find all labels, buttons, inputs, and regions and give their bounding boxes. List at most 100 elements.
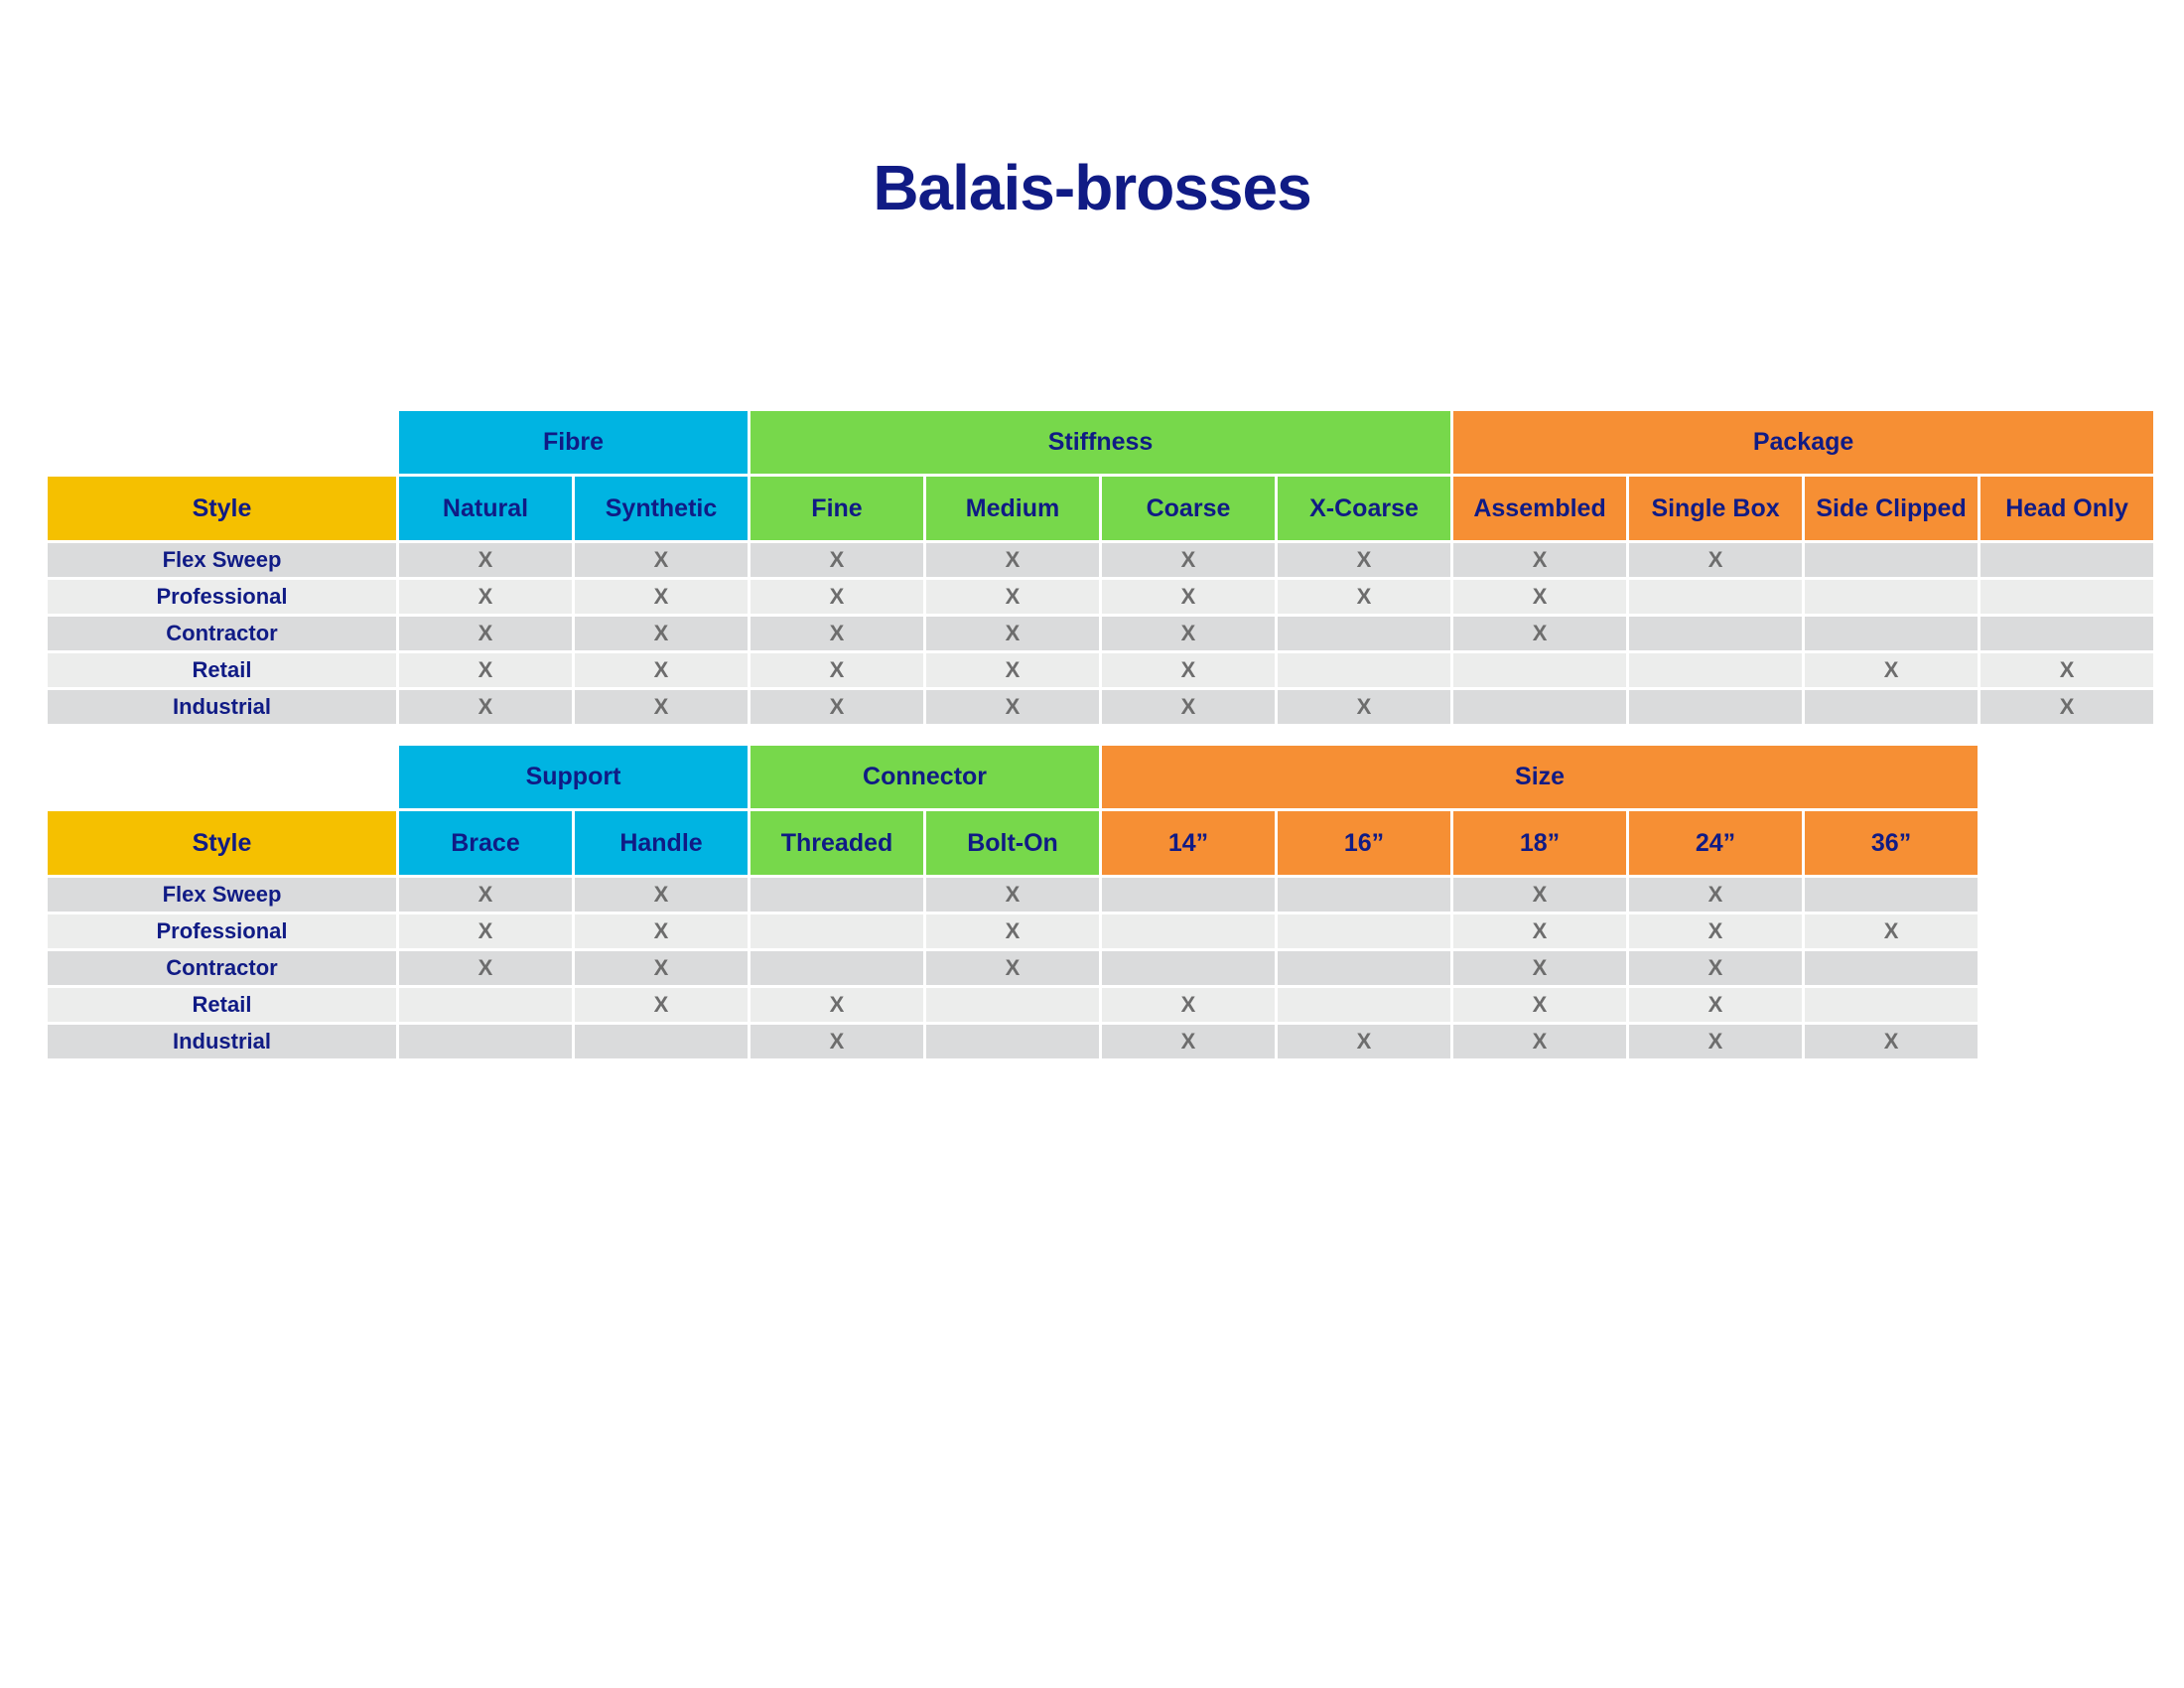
row-style-label: Flex Sweep <box>45 540 399 580</box>
empty-cell <box>1626 650 1806 690</box>
check-mark-cell: X <box>1626 948 1806 988</box>
check-mark-cell: X <box>1274 577 1454 617</box>
group-header-spacer <box>45 743 399 811</box>
check-mark-cell: X <box>1274 687 1454 727</box>
check-mark-cell: X <box>1626 540 1806 580</box>
check-mark-cell: X <box>923 614 1102 653</box>
table-row: Contractor X X X X X <box>45 948 1981 988</box>
table-row: Industrial X X X X X X <box>45 1022 1981 1061</box>
check-mark-cell: X <box>748 985 927 1025</box>
empty-cell <box>1450 687 1630 727</box>
check-mark-cell: X <box>1099 577 1278 617</box>
table-row: Professional X X X X X X <box>45 912 1981 951</box>
column-header: 36” <box>1802 808 1981 878</box>
empty-cell <box>1802 614 1981 653</box>
empty-cell <box>396 985 575 1025</box>
empty-cell <box>1099 948 1279 988</box>
check-mark-cell: X <box>1978 687 2157 727</box>
check-mark-cell: X <box>572 650 751 690</box>
check-mark-cell: X <box>748 1022 927 1061</box>
check-mark-cell: X <box>571 985 751 1025</box>
empty-cell <box>1275 985 1454 1025</box>
check-mark-cell: X <box>923 650 1102 690</box>
group-header-row: Fibre Stiffness Package <box>45 408 2157 477</box>
column-header: X-Coarse <box>1274 474 1454 543</box>
empty-cell <box>1274 650 1454 690</box>
empty-cell <box>396 1022 575 1061</box>
check-mark-cell: X <box>923 577 1102 617</box>
empty-cell <box>1626 577 1806 617</box>
empty-cell <box>1099 875 1279 914</box>
check-mark-cell: X <box>1099 650 1278 690</box>
check-mark-cell: X <box>1450 540 1630 580</box>
table-row: Industrial X X X X X X X <box>45 687 2157 727</box>
row-style-label: Contractor <box>45 948 399 988</box>
check-mark-cell: X <box>923 875 1103 914</box>
check-mark-cell: X <box>1978 650 2157 690</box>
row-style-label: Retail <box>45 650 399 690</box>
column-header: Fine <box>748 474 926 543</box>
column-header: Bolt-On <box>923 808 1103 878</box>
check-mark-cell: X <box>396 687 575 727</box>
column-header: Single Box <box>1626 474 1806 543</box>
check-mark-cell: X <box>1802 1022 1981 1061</box>
check-mark-cell: X <box>748 614 926 653</box>
table-row: Retail X X X X X <box>45 985 1981 1025</box>
group-header-size: Size <box>1099 743 1981 811</box>
empty-cell <box>748 912 927 951</box>
empty-cell <box>1275 948 1454 988</box>
empty-cell <box>1099 912 1279 951</box>
table-row: Flex Sweep X X X X X X X X <box>45 540 2157 580</box>
row-style-label: Retail <box>45 985 399 1025</box>
column-header: Handle <box>571 808 751 878</box>
column-header: 24” <box>1626 808 1806 878</box>
column-header: Natural <box>396 474 575 543</box>
check-mark-cell: X <box>1275 1022 1454 1061</box>
column-header: Side Clipped <box>1802 474 1981 543</box>
check-mark-cell: X <box>923 540 1102 580</box>
empty-cell <box>1978 540 2157 580</box>
check-mark-cell: X <box>1626 875 1806 914</box>
empty-cell <box>1275 875 1454 914</box>
check-mark-cell: X <box>1450 948 1630 988</box>
group-header-fibre: Fibre <box>396 408 751 477</box>
empty-cell <box>1626 614 1806 653</box>
check-mark-cell: X <box>572 540 751 580</box>
empty-cell <box>1450 650 1630 690</box>
table-row: Professional X X X X X X X <box>45 577 2157 617</box>
check-mark-cell: X <box>396 577 575 617</box>
check-mark-cell: X <box>396 650 575 690</box>
check-mark-cell: X <box>748 687 926 727</box>
check-mark-cell: X <box>1450 875 1630 914</box>
check-mark-cell: X <box>571 875 751 914</box>
check-mark-cell: X <box>572 614 751 653</box>
check-mark-cell: X <box>923 687 1102 727</box>
column-header: Threaded <box>748 808 927 878</box>
check-mark-cell: X <box>1450 577 1630 617</box>
empty-cell <box>1802 540 1981 580</box>
check-mark-cell: X <box>1802 912 1981 951</box>
check-mark-cell: X <box>396 948 575 988</box>
page-title: Balais-brosses <box>873 152 1311 223</box>
check-mark-cell: X <box>1099 540 1278 580</box>
check-mark-cell: X <box>1099 985 1279 1025</box>
empty-cell <box>1274 614 1454 653</box>
empty-cell <box>1626 687 1806 727</box>
features-table-support-connector-size: Support Connector Size Style Brace Handle Thre… <box>45 743 1981 1061</box>
empty-cell <box>748 875 927 914</box>
check-mark-cell: X <box>923 912 1103 951</box>
empty-cell <box>1802 948 1981 988</box>
check-mark-cell: X <box>396 912 575 951</box>
group-header-connector: Connector <box>748 743 1103 811</box>
check-mark-cell: X <box>748 540 926 580</box>
check-mark-cell: X <box>1450 1022 1630 1061</box>
empty-cell <box>571 1022 751 1061</box>
features-table-fibre-stiffness-package: Fibre Stiffness Package Style Natural Synthet… <box>45 408 2157 727</box>
empty-cell <box>1978 614 2157 653</box>
check-mark-cell: X <box>1099 687 1278 727</box>
column-header: 14” <box>1099 808 1279 878</box>
check-mark-cell: X <box>1274 540 1454 580</box>
empty-cell <box>1978 577 2157 617</box>
table-row: Contractor X X X X X X <box>45 614 2157 653</box>
table-row: Retail X X X X X X X <box>45 650 2157 690</box>
